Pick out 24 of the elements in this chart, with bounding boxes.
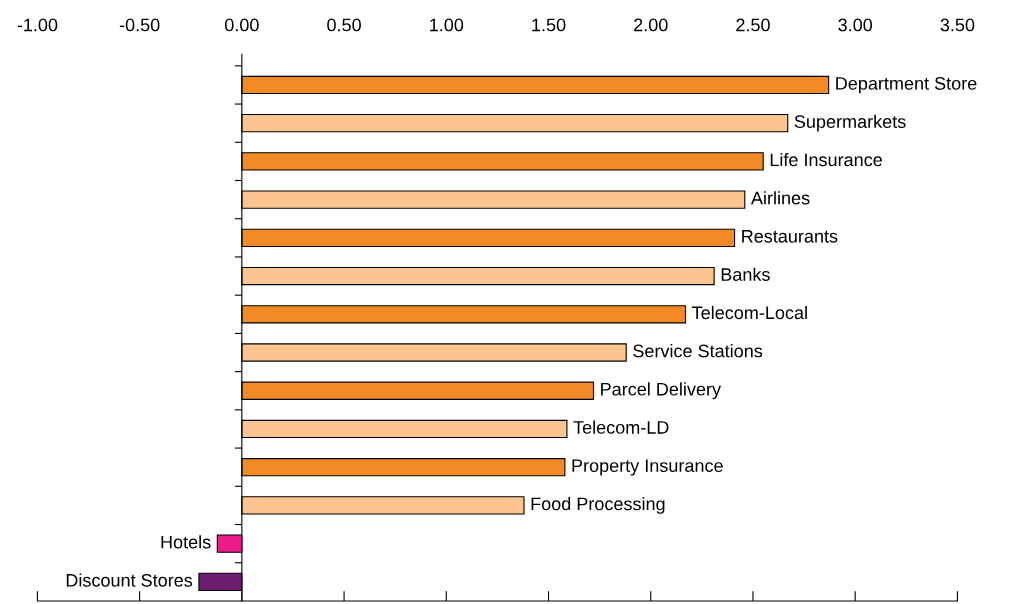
y-tick-label: Banks	[721, 267, 770, 281]
x-tick-label: -1.00	[17, 18, 58, 32]
x-tick-label: 0.00	[224, 18, 259, 32]
y-tick-label: Property Insurance	[572, 459, 723, 476]
y-tick-label: Airlines	[750, 191, 810, 205]
y-tick-label: Department Store	[836, 77, 977, 94]
y-tick-label: Service Stations	[633, 344, 763, 358]
x-tick-label: 1.50	[532, 18, 566, 32]
y-tick-label: Discount Stores	[66, 573, 193, 587]
y-tick-label: Telecom-Local	[692, 305, 807, 320]
x-tick-label: 3.00	[838, 18, 873, 32]
y-tick-label: Life Insurance	[770, 152, 882, 167]
y-tick-label: Restaurants	[742, 230, 838, 243]
x-tick-label: 3.50	[940, 18, 975, 32]
y-tick-label: Supermarkets	[794, 114, 906, 132]
x-tick-label: 2.00	[634, 18, 668, 32]
y-tick-label: Food Processing	[531, 497, 665, 514]
y-tick-label: Parcel Delivery	[601, 382, 722, 400]
x-tick-label: -0.50	[119, 18, 160, 32]
x-tick-label: 2.50	[736, 18, 770, 32]
y-tick-label: Telecom-LD	[573, 420, 669, 434]
x-tick-label: 1.00	[430, 18, 464, 32]
x-tick-label: 0.50	[327, 18, 361, 32]
y-tick-label: Hotels	[161, 535, 211, 549]
